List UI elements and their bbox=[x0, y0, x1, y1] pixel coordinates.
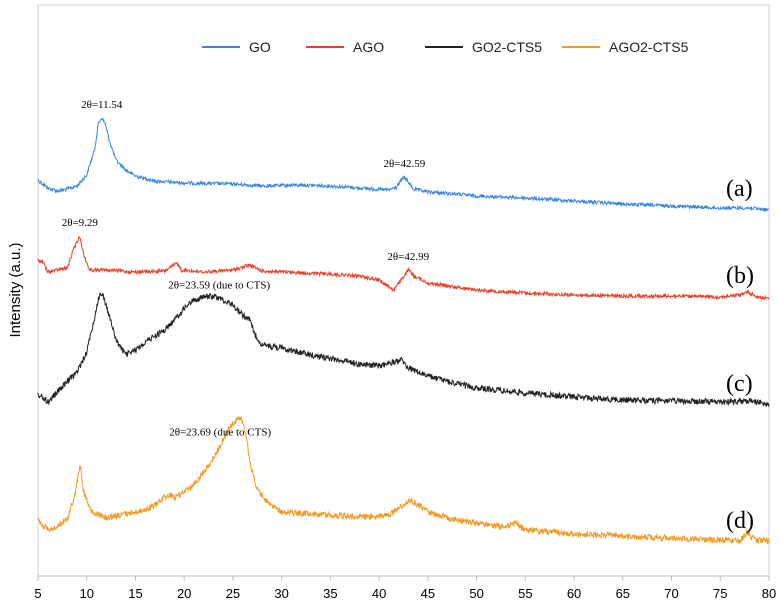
series-line-ago2-cts5 bbox=[37, 415, 770, 545]
legend-label-go: GO bbox=[249, 39, 271, 55]
x-tick-layer: 5 10 15 20 25 30 35 40 45 50 55 60 65 70 75 80 bbox=[34, 576, 776, 601]
peak-annotation: 2θ=11.54 bbox=[81, 99, 123, 111]
panel-label-b: (b) bbox=[726, 263, 754, 289]
x-tick-label: 35 bbox=[323, 586, 337, 601]
x-tick-label: 30 bbox=[274, 586, 288, 601]
x-tick-label: 15 bbox=[128, 586, 142, 601]
x-tick-label: 60 bbox=[567, 586, 581, 601]
panel-label-d: (d) bbox=[726, 508, 754, 534]
x-tick-label: 80 bbox=[762, 586, 776, 601]
panel-label-c: (c) bbox=[726, 371, 753, 397]
x-tick-label: 20 bbox=[177, 586, 191, 601]
legend-label-ago2-cts5: AGO2-CTS5 bbox=[609, 39, 689, 55]
series-line-go bbox=[37, 116, 770, 213]
y-axis-label: Intensity (a.u.) bbox=[7, 242, 24, 337]
panel-label-a: (a) bbox=[726, 176, 753, 202]
x-tick-label: 50 bbox=[469, 586, 483, 601]
peak-annotation: 2θ=23.69 (due to CTS) bbox=[169, 427, 271, 439]
series-layer bbox=[37, 116, 770, 545]
annotation-layer: 2θ=11.54 2θ=42.59 2θ=9.29 2θ=42.99 2θ=23.59 … bbox=[62, 99, 430, 439]
x-tick-label: 45 bbox=[421, 586, 435, 601]
x-tick-label: 5 bbox=[34, 586, 41, 601]
legend-label-go2-cts5: GO2-CTS5 bbox=[472, 39, 542, 55]
peak-annotation: 2θ=23.59 (due to CTS) bbox=[168, 279, 270, 291]
series-line-go2-cts5 bbox=[37, 292, 770, 408]
legend: GO AGO GO2-CTS5 AGO2-CTS5 bbox=[202, 39, 689, 55]
x-tick-label: 55 bbox=[518, 586, 532, 601]
x-tick-label: 75 bbox=[713, 586, 727, 601]
x-tick-label: 65 bbox=[616, 586, 630, 601]
series-line-ago bbox=[37, 236, 770, 301]
peak-annotation: 2θ=42.99 bbox=[387, 251, 429, 263]
peak-annotation: 2θ=9.29 bbox=[62, 217, 99, 229]
plot-area bbox=[37, 4, 770, 577]
x-tick-label: 40 bbox=[372, 586, 386, 601]
x-tick-label: 25 bbox=[226, 586, 240, 601]
peak-annotation: 2θ=42.59 bbox=[384, 158, 426, 170]
x-tick-label: 10 bbox=[79, 586, 93, 601]
legend-label-ago: AGO bbox=[353, 39, 384, 55]
x-tick-label: 70 bbox=[664, 586, 678, 601]
